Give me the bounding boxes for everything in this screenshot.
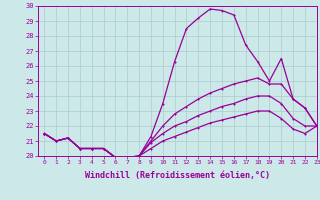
X-axis label: Windchill (Refroidissement éolien,°C): Windchill (Refroidissement éolien,°C) [85,171,270,180]
